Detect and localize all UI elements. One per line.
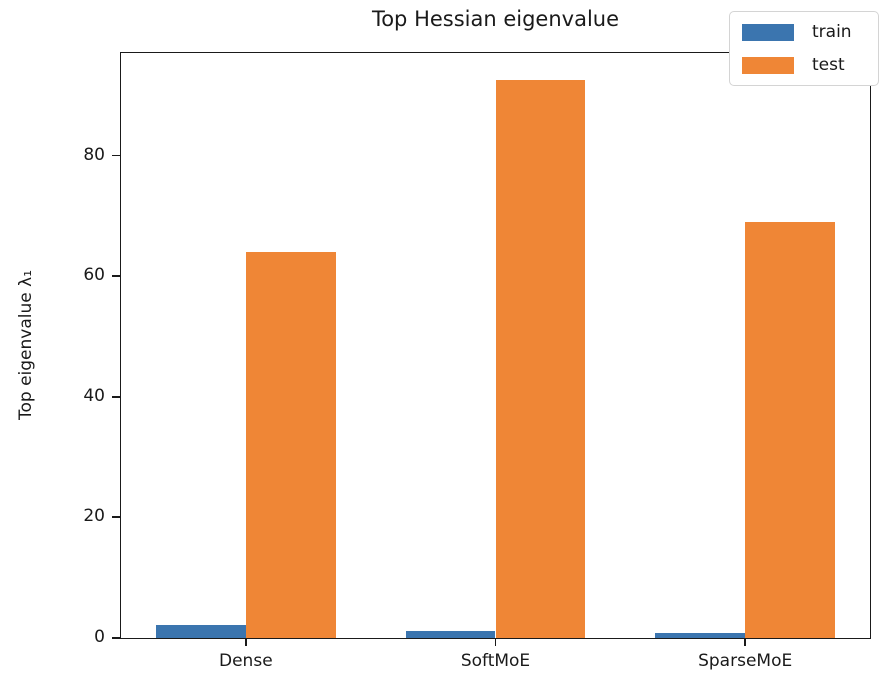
bar-test-softmoe: [495, 80, 586, 638]
y-tick-label: 0: [94, 627, 105, 647]
bar-test-sparsemoe: [745, 221, 836, 638]
y-tick-label: 20: [83, 506, 105, 527]
y-axis-label: Top eigenvalue λ₁: [16, 269, 36, 421]
y-tick-mark: [112, 516, 120, 519]
x-tick-mark: [494, 638, 497, 646]
legend: train test: [729, 11, 879, 86]
legend-swatch-train: [742, 23, 794, 41]
y-tick-mark: [112, 395, 120, 398]
plot-area: 0 20 40 60 80 Dense SoftMoE SparseMoE: [83, 52, 871, 671]
y-tick-mark: [112, 637, 120, 639]
y-tick-mark: [112, 154, 120, 157]
legend-label-test: test: [812, 55, 845, 75]
x-tick-mark: [244, 638, 247, 646]
x-tick-label-sparsemoe: SparseMoE: [698, 651, 793, 671]
legend-swatch-test: [742, 56, 794, 74]
x-tick-label-dense: Dense: [219, 651, 273, 671]
bar-test-dense: [245, 252, 336, 638]
bar-train-dense: [155, 624, 246, 638]
x-tick-mark: [744, 638, 747, 646]
y-tick-label: 60: [83, 265, 105, 286]
legend-item-test: test: [742, 55, 866, 75]
y-tick-mark: [112, 275, 120, 278]
bar-train-sparsemoe: [655, 633, 746, 638]
legend-item-train: train: [742, 22, 866, 42]
x-tick-label-softmoe: SoftMoE: [460, 651, 531, 671]
y-tick-label: 40: [83, 385, 105, 406]
y-tick-label: 80: [83, 144, 105, 165]
chart-title: Top Hessian eigenvalue: [371, 7, 620, 31]
legend-label-train: train: [812, 22, 852, 42]
bar-train-softmoe: [405, 630, 496, 638]
